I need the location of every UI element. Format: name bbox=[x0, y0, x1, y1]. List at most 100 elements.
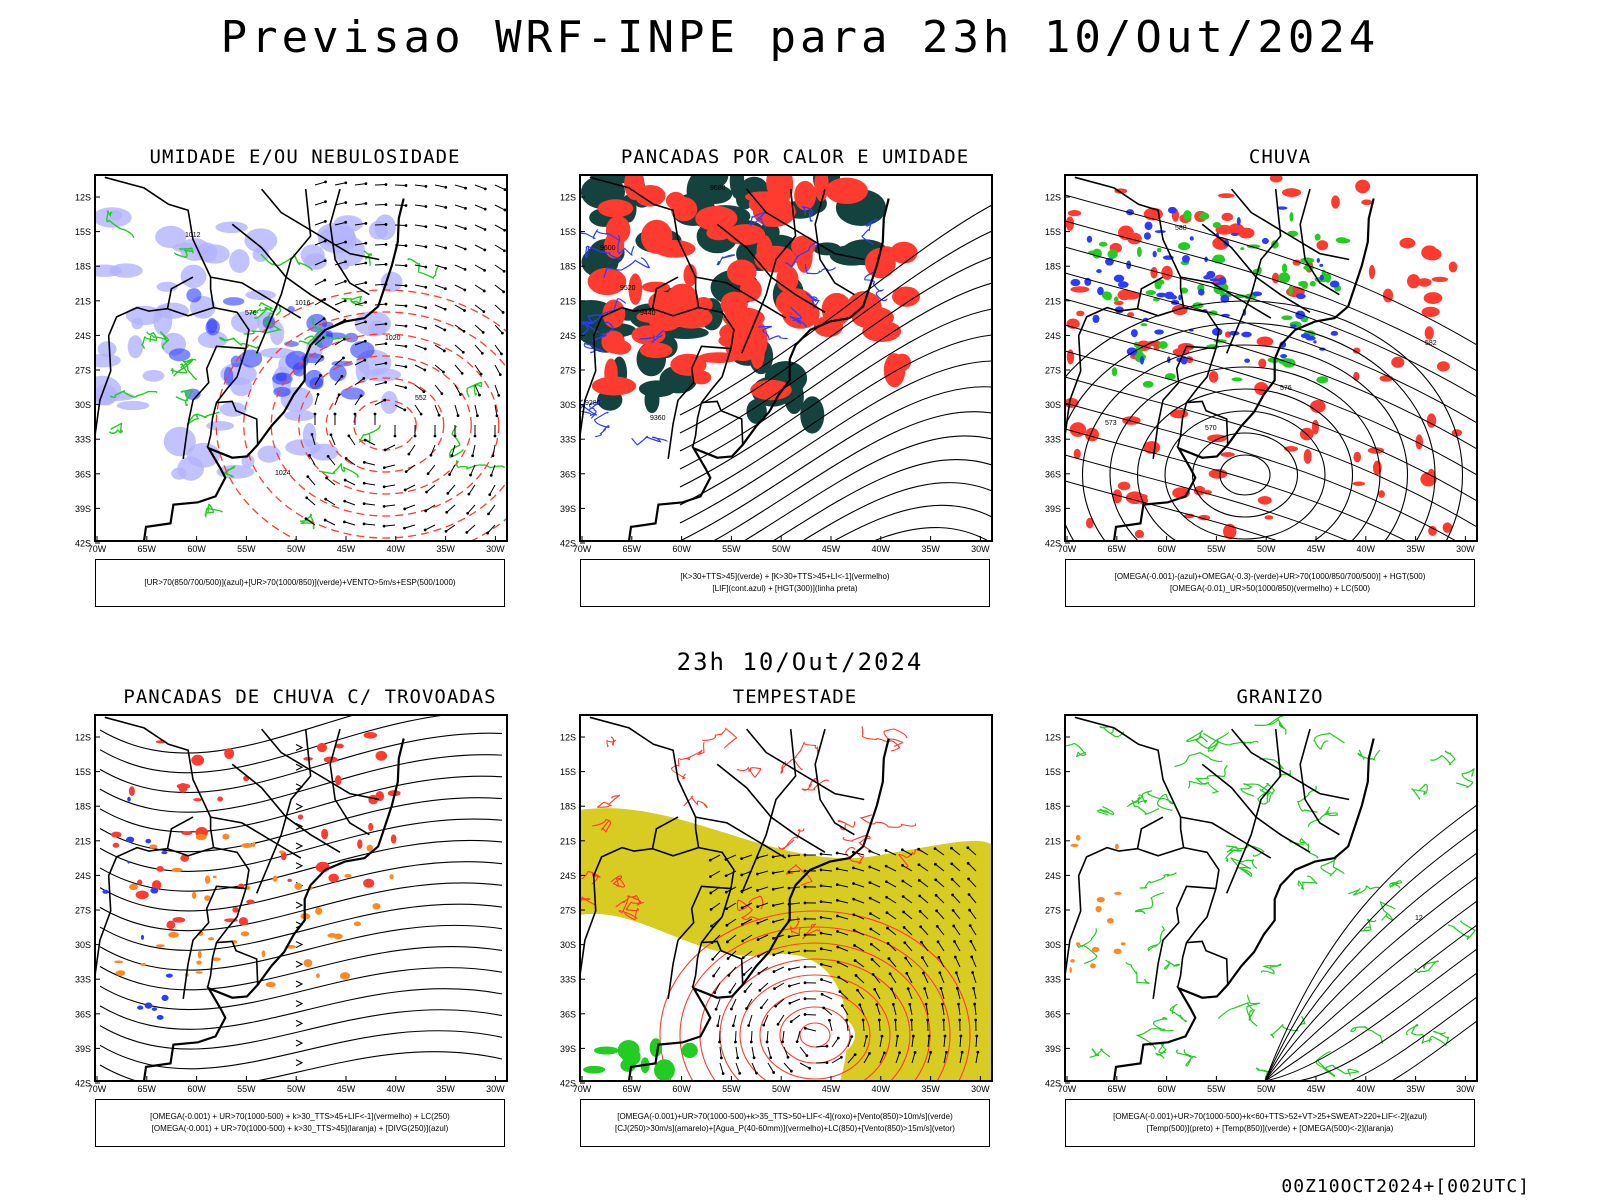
vector-head bbox=[364, 182, 368, 186]
wind-vector bbox=[869, 850, 881, 856]
temp850-contour bbox=[1357, 749, 1381, 761]
wind-vector bbox=[927, 1052, 932, 1064]
lat-label: 42S bbox=[75, 539, 91, 549]
valid-time-label: 23h 10/Out/2024 bbox=[676, 648, 924, 676]
temp850-contour bbox=[1246, 994, 1261, 1027]
vector-head bbox=[902, 910, 905, 914]
geopotential-contour bbox=[1164, 410, 1326, 540]
flow-arrow bbox=[295, 980, 304, 988]
vector-head bbox=[503, 228, 507, 232]
lat-label: 30S bbox=[75, 400, 91, 410]
vector-head bbox=[344, 457, 348, 460]
wind-vector bbox=[414, 224, 426, 228]
wind-vector bbox=[837, 868, 849, 872]
lat-label: 39S bbox=[75, 504, 91, 514]
streamline bbox=[1065, 220, 1477, 372]
wind-vector bbox=[975, 1052, 979, 1064]
state-border bbox=[691, 400, 744, 448]
vector-head bbox=[968, 924, 972, 928]
state-border bbox=[95, 846, 168, 976]
temp850-contour bbox=[1269, 718, 1287, 735]
vector-head bbox=[469, 473, 472, 477]
water-contour bbox=[610, 875, 626, 888]
vector-head bbox=[424, 509, 428, 513]
thickness-contour bbox=[325, 377, 445, 473]
rain-area bbox=[1353, 371, 1360, 381]
panel-title: TEMPESTADE bbox=[732, 686, 858, 708]
vector-head bbox=[803, 869, 807, 873]
contour-label: 1020 bbox=[385, 335, 401, 342]
omega-area bbox=[1156, 247, 1162, 253]
streamline bbox=[1065, 428, 1408, 541]
vector-head bbox=[333, 412, 337, 416]
rain-area bbox=[1153, 340, 1161, 351]
lon-label: 50W bbox=[772, 1084, 791, 1094]
vector-head bbox=[902, 925, 906, 929]
vector-head bbox=[359, 394, 363, 398]
temp850-contour bbox=[1325, 1064, 1360, 1077]
wind-vector bbox=[937, 941, 945, 952]
vector-head bbox=[840, 1004, 844, 1007]
wind-vector bbox=[451, 444, 456, 456]
temp850-contour bbox=[1289, 837, 1319, 859]
wind-vector bbox=[494, 184, 506, 191]
humidity-area bbox=[180, 264, 207, 288]
vector-head bbox=[871, 973, 875, 976]
lat-label: 39S bbox=[1045, 504, 1061, 514]
vector-head bbox=[364, 221, 368, 225]
wind-vector bbox=[783, 1046, 789, 1058]
vector-head bbox=[885, 895, 889, 899]
state-border bbox=[667, 345, 731, 460]
lif-contour bbox=[593, 411, 610, 438]
thunder-area bbox=[137, 879, 143, 885]
wind-vector bbox=[364, 503, 376, 506]
rain-area bbox=[1436, 361, 1450, 372]
contour-label: 570 bbox=[1205, 425, 1217, 432]
wind-vector bbox=[888, 958, 897, 968]
streamline bbox=[99, 732, 503, 794]
instability-core bbox=[862, 320, 902, 342]
vector-head bbox=[769, 1056, 773, 1060]
wind-vector bbox=[404, 484, 416, 491]
humidity-area bbox=[244, 228, 278, 253]
state-border bbox=[1180, 816, 1272, 859]
vector-head bbox=[771, 920, 775, 924]
lat-label: 15S bbox=[560, 767, 576, 777]
wind-vector bbox=[726, 902, 737, 910]
temp500-contour bbox=[1265, 972, 1477, 1081]
vector-head bbox=[734, 1040, 737, 1044]
vector-head bbox=[433, 434, 437, 438]
unstable-area bbox=[191, 891, 197, 899]
vector-head bbox=[869, 912, 872, 916]
divergence-area bbox=[165, 973, 173, 978]
humidity-contour bbox=[407, 258, 440, 280]
wind-vector bbox=[887, 927, 897, 936]
wind-vector bbox=[886, 896, 897, 904]
wind-vector bbox=[924, 988, 929, 1000]
streamline bbox=[99, 882, 503, 932]
contour-label: 9280 bbox=[585, 400, 601, 407]
unstable-area bbox=[294, 882, 303, 890]
wind-vector bbox=[354, 203, 366, 206]
wind-vector bbox=[404, 504, 416, 510]
flow-arrow bbox=[295, 1000, 304, 1008]
strong-wind-area bbox=[620, 1058, 636, 1072]
temp850-contour bbox=[1360, 918, 1377, 932]
streamline bbox=[99, 1009, 503, 1050]
vector-head bbox=[463, 268, 467, 271]
strong-wind-area bbox=[681, 1042, 698, 1059]
wind-vector bbox=[334, 261, 346, 266]
streamline bbox=[99, 754, 503, 813]
lon-label: 55W bbox=[237, 1084, 256, 1094]
wind-vector bbox=[710, 854, 721, 861]
strong-wind-area bbox=[619, 1042, 639, 1049]
rain-area bbox=[1415, 434, 1423, 450]
wind-vector bbox=[973, 988, 977, 1000]
temp850-contour bbox=[1456, 768, 1475, 788]
water-contour bbox=[789, 916, 802, 935]
humidity-area bbox=[317, 222, 355, 247]
streamline bbox=[1065, 298, 1477, 450]
vector-head bbox=[423, 528, 427, 532]
lon-label: 60W bbox=[672, 544, 691, 554]
